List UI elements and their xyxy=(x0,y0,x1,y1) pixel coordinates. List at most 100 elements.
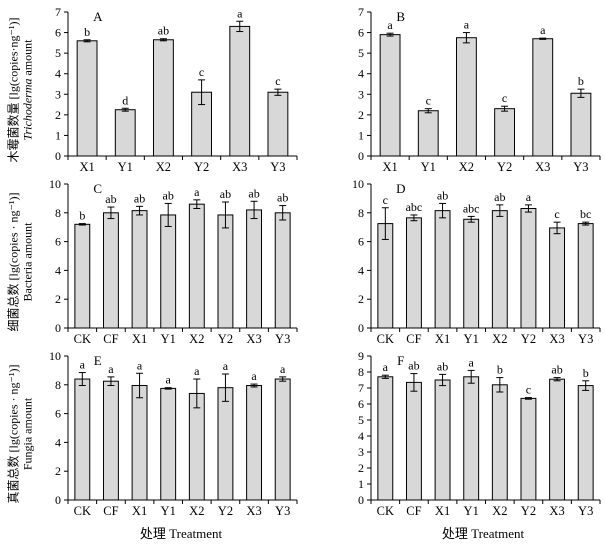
sig-letter: c xyxy=(526,383,531,397)
bar-E-Y2 xyxy=(217,387,234,501)
y-axis-label-en: Trichoderma amount xyxy=(21,39,35,141)
panel-A-chart: 0 1 2 3 4 5 6 7 b X1 d Y1 ab X2 c Y2 a X3 c Y3 A xyxy=(55,5,298,174)
bar-F-Y1 xyxy=(463,376,480,501)
sig-letter: a xyxy=(540,23,546,37)
sig-letter: a xyxy=(469,355,475,369)
chart-row-bacteria: 细菌总数 [lg(copies · ng⁻¹)] Bacteria amount… xyxy=(0,176,605,348)
category-label: X3 xyxy=(549,504,564,518)
bar-F-X3 xyxy=(549,378,566,501)
category-label: X1 xyxy=(435,504,450,518)
bar-E-X3 xyxy=(246,385,263,501)
sig-letter: c xyxy=(426,94,431,108)
y-tick-label: 0 xyxy=(55,321,61,335)
y-tick-label: 2 xyxy=(358,108,364,122)
sig-letter: a xyxy=(108,362,114,376)
y-tick-label: 0 xyxy=(358,493,364,507)
bar-E-CK xyxy=(74,378,91,501)
y-tick-label: 7 xyxy=(358,381,364,395)
sig-letter: a xyxy=(194,185,200,199)
category-label: Y1 xyxy=(161,332,176,346)
y-tick-label: 8 xyxy=(55,378,61,392)
bar-C-X1 xyxy=(131,210,148,329)
sig-letter: a xyxy=(387,18,393,32)
panel-label: D xyxy=(396,181,405,196)
category-label: X1 xyxy=(132,504,147,518)
category-label: Y1 xyxy=(161,504,176,518)
chart-row-fungi: 真菌总数 [lg(copies · ng⁻¹)] Fungia amount 0… xyxy=(0,348,605,520)
sig-letter: ab xyxy=(248,186,259,200)
panel-F-chart: 0 1 2 3 4 5 6 7 8 9 a CK ab CF ab X1 a Y1 b X2 c Y2 ab X3 b Y3 F xyxy=(358,349,601,518)
sig-letter: c xyxy=(199,65,204,79)
category-label: Y2 xyxy=(521,504,536,518)
y-tick-label: 4 xyxy=(55,435,61,449)
bar-B-X3 xyxy=(532,38,554,157)
y-tick-label: 8 xyxy=(55,206,61,220)
y-tick-label: 6 xyxy=(358,397,364,411)
bar-C-X2 xyxy=(188,203,205,329)
sig-letter: ab xyxy=(220,187,231,201)
category-label: X2 xyxy=(189,332,204,346)
bar-A-Y1 xyxy=(114,109,136,157)
y-tick-label: 6 xyxy=(358,235,364,249)
y-tick-label: 3 xyxy=(358,87,364,101)
sig-letter: a xyxy=(80,358,86,372)
category-label: X3 xyxy=(535,160,550,174)
y-tick-label: 5 xyxy=(358,413,364,427)
category-label: Y1 xyxy=(421,160,436,174)
panel-label: A xyxy=(93,9,103,24)
bar-C-CF xyxy=(102,212,119,329)
sig-letter: ab xyxy=(437,359,448,373)
y-tick-label: 9 xyxy=(358,349,364,363)
bar-D-X1 xyxy=(434,210,451,329)
y-tick-label: 0 xyxy=(358,321,364,335)
y-tick-label: 2 xyxy=(55,464,61,478)
sig-letter: c xyxy=(275,74,280,88)
sig-letter: a xyxy=(464,18,470,32)
y-tick-label: 10 xyxy=(49,177,61,191)
y-tick-label: 1 xyxy=(358,128,364,142)
sig-letter: bc xyxy=(580,207,591,221)
y-tick-label: 8 xyxy=(358,365,364,379)
category-label: Y3 xyxy=(578,504,593,518)
bar-E-Y1 xyxy=(160,387,177,501)
category-label: Y1 xyxy=(464,504,479,518)
y-axis-label-cn: 细菌总数 [lg(copies · ng⁻¹)] xyxy=(6,192,21,332)
sig-letter: b xyxy=(497,363,503,377)
bar-A-X2 xyxy=(152,39,174,157)
category-label: CF xyxy=(103,504,118,518)
category-label: Y2 xyxy=(497,160,512,174)
category-label: X3 xyxy=(549,332,564,346)
y-tick-label: 0 xyxy=(358,149,364,163)
bar-C-Y3 xyxy=(274,212,291,329)
y-tick-label: 4 xyxy=(55,263,61,277)
y-tick-label: 10 xyxy=(352,177,364,191)
sig-letter: abc xyxy=(463,201,480,215)
panel-D-chart: 0 2 4 6 8 10 c CK abc CF ab X1 abc Y1 ab X2 a Y2 c X3 bc Y3 D xyxy=(352,177,601,346)
bar-F-CF xyxy=(405,381,422,501)
category-label: Y2 xyxy=(218,504,233,518)
bar-B-X2 xyxy=(455,37,477,157)
y-tick-label: 2 xyxy=(55,292,61,306)
category-label: X2 xyxy=(459,160,474,174)
sig-letter: ab xyxy=(494,190,505,204)
category-label: X3 xyxy=(246,332,261,346)
sig-letter: a xyxy=(137,358,143,372)
y-tick-label: 1 xyxy=(358,477,364,491)
bar-C-Y2 xyxy=(217,214,234,329)
sig-letter: a xyxy=(526,190,532,204)
category-label: CF xyxy=(103,332,118,346)
sig-letter: a xyxy=(280,362,286,376)
category-label: X1 xyxy=(435,332,450,346)
sig-letter: a xyxy=(251,369,257,383)
bar-A-Y3 xyxy=(267,91,289,157)
category-label: Y3 xyxy=(275,332,290,346)
y-axis-label-trichoderma: 木霉菌数量 [lg(copies·ng⁻¹)] Trichoderma amou… xyxy=(0,4,42,176)
y-tick-label: 6 xyxy=(358,26,364,40)
category-label: Y2 xyxy=(194,160,209,174)
y-tick-label: 4 xyxy=(358,429,364,443)
y-tick-label: 5 xyxy=(358,46,364,60)
category-label: Y1 xyxy=(464,332,479,346)
sig-letter: d xyxy=(122,93,128,107)
bar-A-X1 xyxy=(76,40,98,157)
y-tick-label: 5 xyxy=(55,46,61,60)
